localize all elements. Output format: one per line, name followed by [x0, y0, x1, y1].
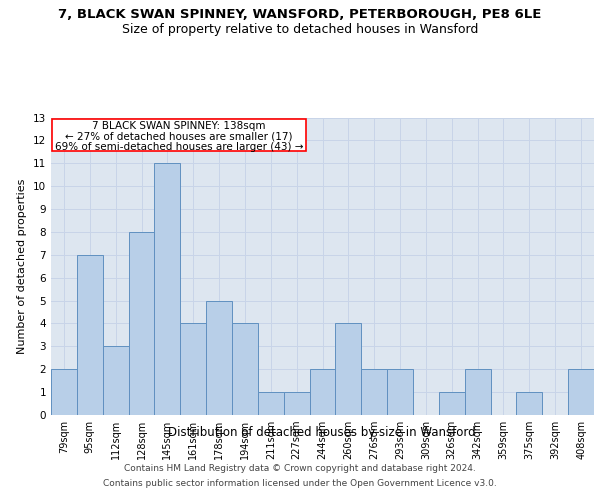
- Text: Contains public sector information licensed under the Open Government Licence v3: Contains public sector information licen…: [103, 479, 497, 488]
- Bar: [568, 369, 594, 415]
- Text: Distribution of detached houses by size in Wansford: Distribution of detached houses by size …: [169, 426, 476, 439]
- Bar: [232, 324, 258, 415]
- Bar: [103, 346, 128, 415]
- Bar: [180, 324, 206, 415]
- Bar: [154, 164, 180, 415]
- Text: Contains HM Land Registry data © Crown copyright and database right 2024.: Contains HM Land Registry data © Crown c…: [124, 464, 476, 473]
- Bar: [361, 369, 387, 415]
- Bar: [439, 392, 465, 415]
- Bar: [258, 392, 284, 415]
- Y-axis label: Number of detached properties: Number of detached properties: [17, 178, 28, 354]
- Text: Size of property relative to detached houses in Wansford: Size of property relative to detached ho…: [122, 22, 478, 36]
- FancyBboxPatch shape: [52, 119, 305, 150]
- Bar: [284, 392, 310, 415]
- Bar: [77, 255, 103, 415]
- Bar: [310, 369, 335, 415]
- Text: 7, BLACK SWAN SPINNEY, WANSFORD, PETERBOROUGH, PE8 6LE: 7, BLACK SWAN SPINNEY, WANSFORD, PETERBO…: [58, 8, 542, 20]
- Bar: [51, 369, 77, 415]
- Text: 69% of semi-detached houses are larger (43) →: 69% of semi-detached houses are larger (…: [55, 142, 303, 152]
- Bar: [206, 300, 232, 415]
- Bar: [465, 369, 491, 415]
- Bar: [128, 232, 154, 415]
- Text: 7 BLACK SWAN SPINNEY: 138sqm: 7 BLACK SWAN SPINNEY: 138sqm: [92, 121, 266, 131]
- Bar: [517, 392, 542, 415]
- Bar: [335, 324, 361, 415]
- Bar: [387, 369, 413, 415]
- Text: ← 27% of detached houses are smaller (17): ← 27% of detached houses are smaller (17…: [65, 132, 293, 141]
